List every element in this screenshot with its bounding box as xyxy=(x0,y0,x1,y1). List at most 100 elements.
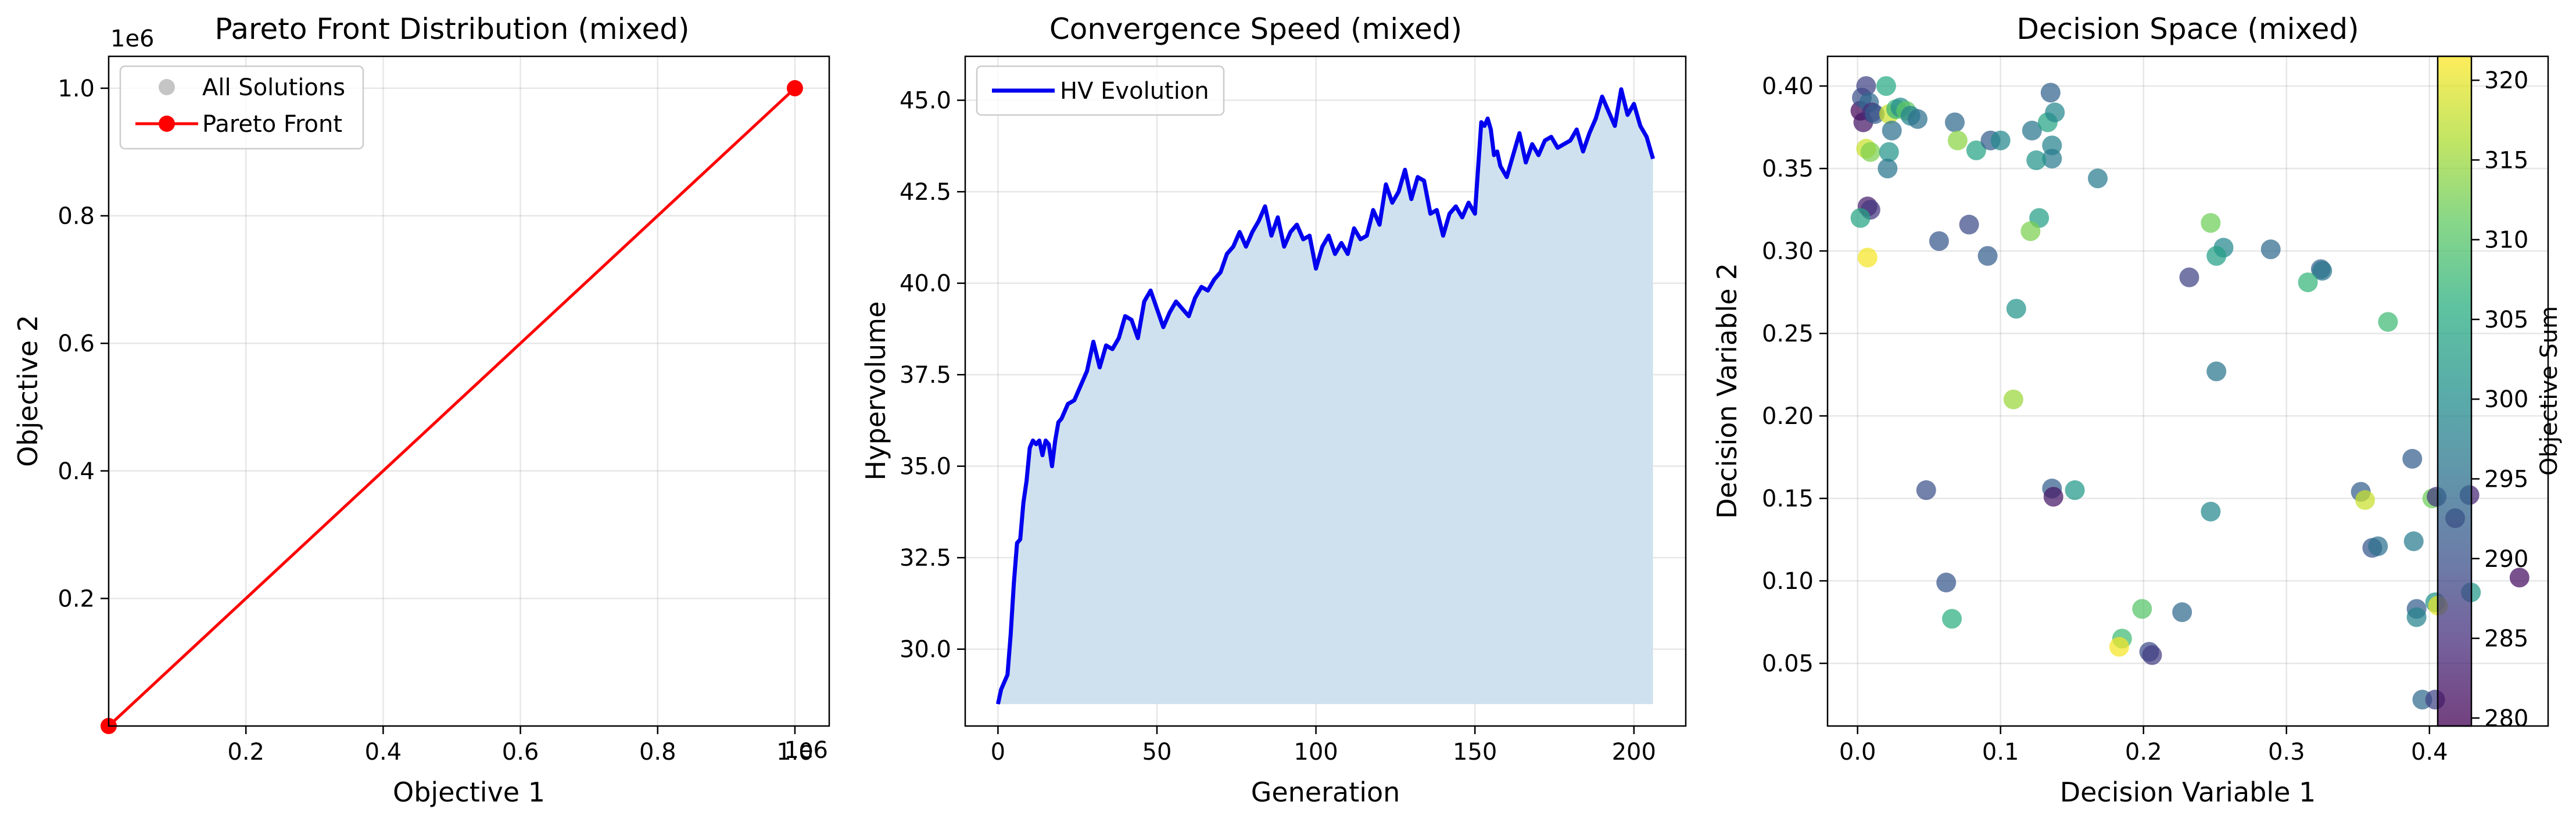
scatter-point xyxy=(2003,389,2023,409)
scatter-point xyxy=(1966,140,1986,160)
scatter-point xyxy=(2368,536,2388,556)
scatter-point xyxy=(1977,246,1998,266)
legend-marker-all-solutions xyxy=(159,79,175,95)
scatter-point xyxy=(1882,120,1902,141)
y-tick-label: 0.8 xyxy=(58,203,95,230)
scatter-point xyxy=(2042,149,2062,169)
x-tick-label: 0 xyxy=(991,739,1005,766)
colorbar-tick-label: 300 xyxy=(2484,386,2528,413)
scatter-point xyxy=(1878,159,1898,179)
scatter-point xyxy=(1865,104,1885,124)
y-tick-label: 0.10 xyxy=(1762,568,1814,595)
scatter-point xyxy=(1990,130,2011,150)
x-tick-label: 0.2 xyxy=(227,739,264,766)
legend: All Solutions Pareto Front xyxy=(119,65,364,150)
scatter-point xyxy=(2026,150,2047,170)
x-tick-label: 50 xyxy=(1142,739,1172,766)
scatter-point xyxy=(2142,645,2162,665)
y-tick-label: 37.5 xyxy=(900,362,951,389)
scatter-point xyxy=(2403,531,2424,551)
colorbar-tick-label: 290 xyxy=(2484,546,2528,573)
x-tick-label: 0.1 xyxy=(1982,739,2019,766)
y-axis-label: Decision Variable 2 xyxy=(1711,263,1743,519)
scatter-point xyxy=(1916,480,1936,500)
colorbar-tick-label: 295 xyxy=(2484,466,2528,493)
chart-title: Convergence Speed (mixed) xyxy=(1049,12,1462,46)
colorbar-tick-label: 285 xyxy=(2484,626,2528,652)
y-tick-label: 35.0 xyxy=(900,454,951,480)
scatter-point xyxy=(1850,208,1871,228)
y-tick-label: 0.35 xyxy=(1762,156,1814,182)
x-tick-label: 0.0 xyxy=(1839,739,1876,766)
colorbar-tick-label: 315 xyxy=(2484,147,2528,174)
x-tick-label: 200 xyxy=(1612,739,1656,766)
y-tick-label: 0.30 xyxy=(1762,238,1814,265)
scatter-point xyxy=(2201,213,2221,233)
colorbar-label: Objective Sum xyxy=(2536,306,2563,476)
y-tick-label: 0.6 xyxy=(58,330,95,357)
scatter-point xyxy=(1908,109,1927,129)
scatter-point xyxy=(2355,490,2376,510)
scatter-point xyxy=(2020,221,2041,242)
hv-evolution-line xyxy=(995,87,1655,705)
scatter-point xyxy=(2172,602,2192,623)
scatter-point xyxy=(2509,567,2530,588)
scatter-point xyxy=(1959,214,1979,235)
chart-title: Decision Space (mixed) xyxy=(2016,12,2359,46)
scatter-point xyxy=(1936,572,1957,592)
colorbar-tick-label: 320 xyxy=(2484,67,2528,94)
decision-space-chart: Decision Space (mixed) 0.0 0.1 0.2 0.3 0.4 0.… xyxy=(1711,12,2563,808)
colorbar-tick-label: 280 xyxy=(2484,705,2528,732)
plot-frame xyxy=(108,55,830,727)
x-tick-label: 0.8 xyxy=(639,739,676,766)
scatter-point xyxy=(2109,637,2129,657)
scatter-point xyxy=(2378,312,2398,332)
y-tick-label: 32.5 xyxy=(900,545,951,572)
colorbar: 280 285 290 295 300 305 310 315 320 Objective Su… xyxy=(2437,55,2563,732)
y-tick-label: 0.15 xyxy=(1762,486,1814,512)
scatter-point xyxy=(2206,246,2227,266)
y-tick-label: 40.0 xyxy=(900,271,951,297)
y-tick-label: 0.05 xyxy=(1762,651,1814,677)
scatter-point xyxy=(2312,261,2333,281)
scatter-point xyxy=(2298,272,2318,293)
scatter-point xyxy=(2206,361,2227,382)
scatter-point xyxy=(2043,487,2063,507)
legend-label-hv-evolution: HV Evolution xyxy=(1060,78,1209,105)
x-offset-label: 1e6 xyxy=(784,737,828,764)
scatter-point xyxy=(1947,130,1968,150)
x-axis-label: Decision Variable 1 xyxy=(2060,777,2316,808)
legend-label-pareto-front: Pareto Front xyxy=(202,111,342,138)
colorbar-gradient xyxy=(2438,56,2471,726)
scatter-point xyxy=(1942,609,1962,629)
scatter-point xyxy=(2406,607,2427,627)
x-tick-label: 0.6 xyxy=(502,739,539,766)
y-tick-label: 0.25 xyxy=(1762,321,1814,347)
colorbar-tick-label: 310 xyxy=(2484,227,2528,254)
scatter-point xyxy=(1876,76,1896,96)
scatter-point xyxy=(2179,267,2199,287)
x-axis-label: Objective 1 xyxy=(393,777,545,808)
scatter-point xyxy=(2402,448,2423,469)
scatter-point xyxy=(2040,82,2061,103)
scatter-point xyxy=(1929,231,1949,251)
y-tick-label: 42.5 xyxy=(900,179,951,206)
scatter-point xyxy=(1879,142,1899,162)
colorbar-tick-label: 305 xyxy=(2484,307,2528,333)
x-tick-label: 0.4 xyxy=(2411,739,2448,766)
y-tick-label: 0.2 xyxy=(58,585,95,612)
scatter-point xyxy=(1856,76,1876,96)
scatter-point xyxy=(2065,480,2085,500)
hv-area-fill xyxy=(998,89,1653,705)
x-tick-label: 0.4 xyxy=(365,739,402,766)
scatter-point xyxy=(2088,168,2108,189)
chart-title: Pareto Front Distribution (mixed) xyxy=(215,12,690,46)
y-axis-label: Objective 2 xyxy=(12,315,44,467)
legend-marker-pareto-front xyxy=(159,116,175,132)
y-offset-label: 1e6 xyxy=(110,26,155,52)
x-tick-label: 100 xyxy=(1294,739,1338,766)
x-tick-label: 150 xyxy=(1453,739,1497,766)
x-tick-label: 0.2 xyxy=(2125,739,2162,766)
scatter-point xyxy=(2045,102,2065,123)
y-axis-label: Hypervolume xyxy=(860,301,891,481)
